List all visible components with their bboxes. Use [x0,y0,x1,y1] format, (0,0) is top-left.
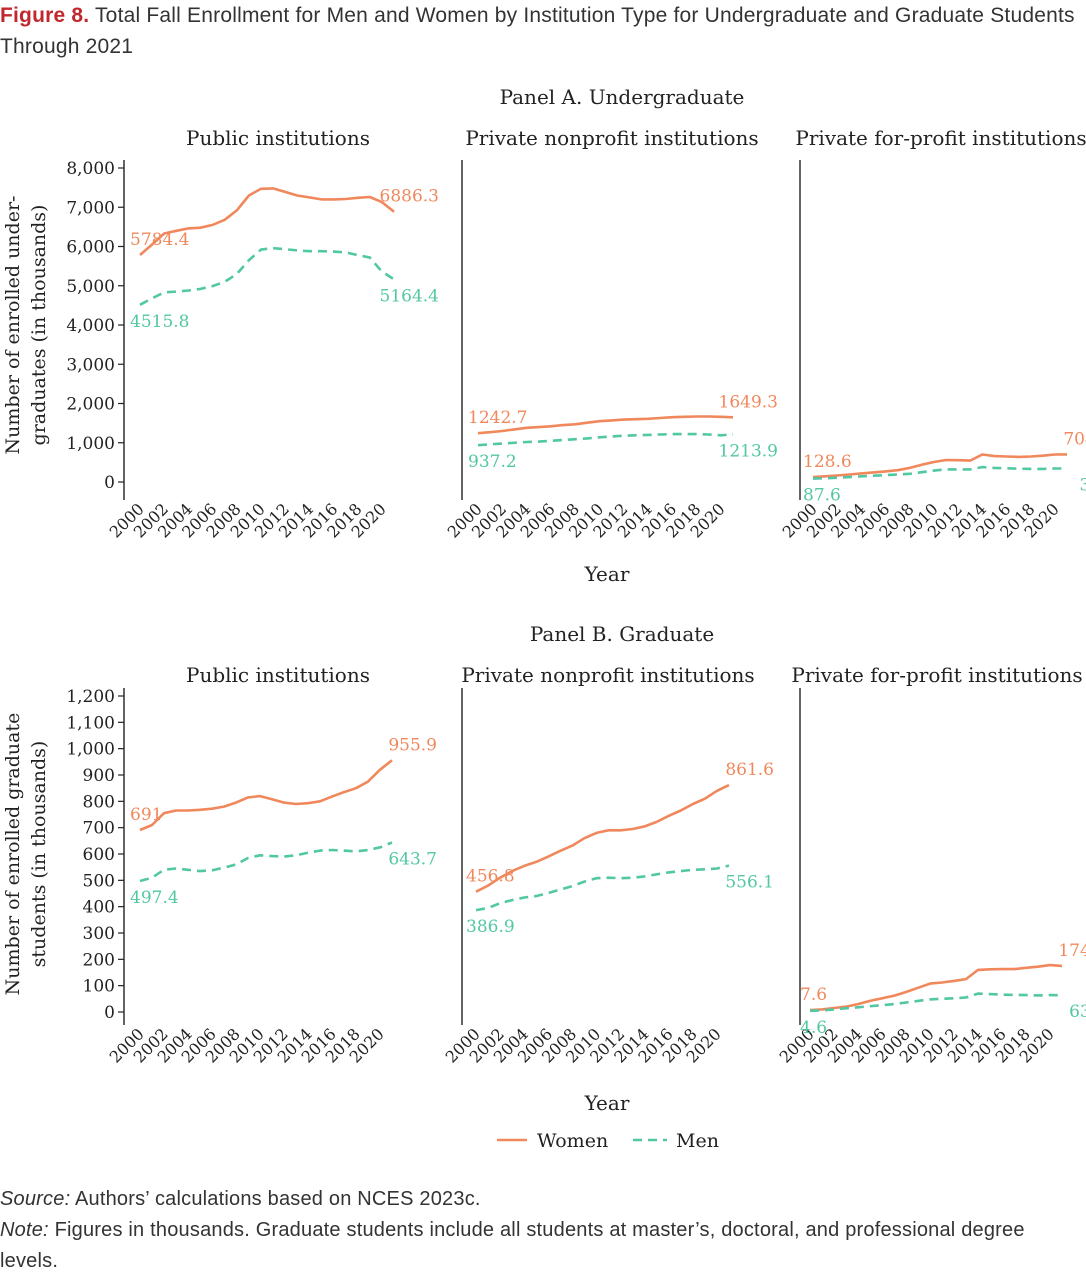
data-label-end: 643.7 [388,849,437,869]
source-line: Source: Authors’ calculations based on N… [0,1184,1080,1215]
subplot-title: Private nonprofit institutions [461,663,754,687]
data-label-start: 5784.4 [130,230,189,250]
men-series-line [812,465,1067,480]
y-tick-label: 2,000 [66,395,115,415]
y-tick-label: 3,000 [66,355,115,375]
legend-women-label: Women [537,1130,608,1152]
data-label-start: 4.6 [800,1018,827,1038]
figure-footer: Source: Authors’ calculations based on N… [0,1184,1080,1277]
source-label: Source: [0,1188,71,1210]
y-tick-label: 900 [83,766,115,786]
men-series-line [139,246,395,306]
note-text: Figures in thousands. Graduate students … [0,1219,1025,1272]
y-tick-label: 0 [104,1003,115,1023]
y-tick-label: 200 [83,950,115,970]
y-tick-label: 1,100 [66,713,115,733]
men-series-line [139,841,393,883]
y-tick-label: 1,000 [66,740,115,760]
y-tick-label: 0 [104,473,115,493]
x-axis-label: Year [584,1091,630,1115]
y-tick-label: 500 [83,871,115,891]
panel-title: Panel A. Undergraduate [500,85,745,109]
y-axis-label-line1: Number of enrolled graduate [2,713,24,996]
y-tick-label: 1,200 [66,687,115,707]
data-label-end: 1649.3 [719,392,778,412]
data-label-end: 1213.9 [719,441,778,461]
data-label-start: 87.6 [803,486,841,506]
data-label-start: 937.2 [468,452,517,472]
data-label-end: 345 [1080,475,1086,495]
data-label-end: 861.6 [725,760,774,780]
data-label-start: 128.6 [803,452,852,472]
figure-header: Figure 8. Total Fall Enrollment for Men … [0,0,1080,62]
data-label-end: 6886.3 [380,187,439,207]
y-tick-label: 400 [83,898,115,918]
y-tick-label: 300 [83,924,115,944]
men-series-line [477,432,734,447]
y-tick-label: 5,000 [66,277,115,297]
data-label-start: 456.8 [466,867,515,887]
y-tick-label: 800 [83,792,115,812]
women-series-line [812,453,1068,479]
data-label-start: 386.9 [466,917,515,937]
x-axis-label: Year [584,562,630,586]
men-series-line [809,992,1063,1013]
subplot-title: Private for-profit institutions [795,126,1086,150]
subplot-title: Private nonprofit institutions [465,126,758,150]
women-series-line [475,783,730,893]
data-label-end: 955.9 [388,735,437,755]
panel-title: Panel B. Graduate [530,622,714,646]
data-label-start: 7.6 [800,985,827,1005]
y-tick-label: 1,000 [66,434,115,454]
figure-title: Total Fall Enrollment for Men and Women … [0,4,1075,58]
figure-label: Figure 8. [0,4,90,27]
subplot-title: Public institutions [186,126,370,150]
y-tick-label: 4,000 [66,316,115,336]
women-series-line [809,963,1063,1012]
y-axis-label-line2: graduates (in thousands) [28,205,50,446]
data-label-start: 1242.7 [468,408,527,428]
y-tick-label: 600 [83,845,115,865]
data-label-start: 691 [130,805,162,825]
y-tick-label: 6,000 [66,238,115,258]
subplot-title: Public institutions [186,663,370,687]
y-axis-label-line1: Number of enrolled under- [2,196,24,455]
source-text: Authors’ calculations based on NCES 2023… [70,1188,481,1210]
data-label-start: 497.4 [130,888,179,908]
women-series-line [139,187,395,256]
y-tick-label: 7,000 [66,198,115,218]
data-label-end: 5164.4 [380,286,439,306]
note-label: Note: [0,1219,49,1241]
data-label-end: 556.1 [725,873,774,893]
y-tick-label: 100 [83,977,115,997]
subplot-title: Private for-profit institutions [791,663,1082,687]
y-axis-label-line2: students (in thousands) [28,741,50,968]
note-line: Note: Figures in thousands. Graduate stu… [0,1215,1080,1277]
men-series-line [475,864,730,912]
figure-chart: Panel A. Undergraduate Number of enrolled… [2,85,1086,1152]
data-label-end: 704.4 [1063,429,1086,449]
y-tick-label: 8,000 [66,159,115,179]
women-series-line [477,415,734,435]
data-label-end: 174.9 [1058,941,1086,961]
y-tick-label: 700 [83,819,115,839]
legend-men-label: Men [676,1130,719,1152]
data-label-end: 63.7 [1069,1002,1086,1022]
data-label-start: 4515.8 [130,312,189,332]
women-series-line [139,759,393,832]
